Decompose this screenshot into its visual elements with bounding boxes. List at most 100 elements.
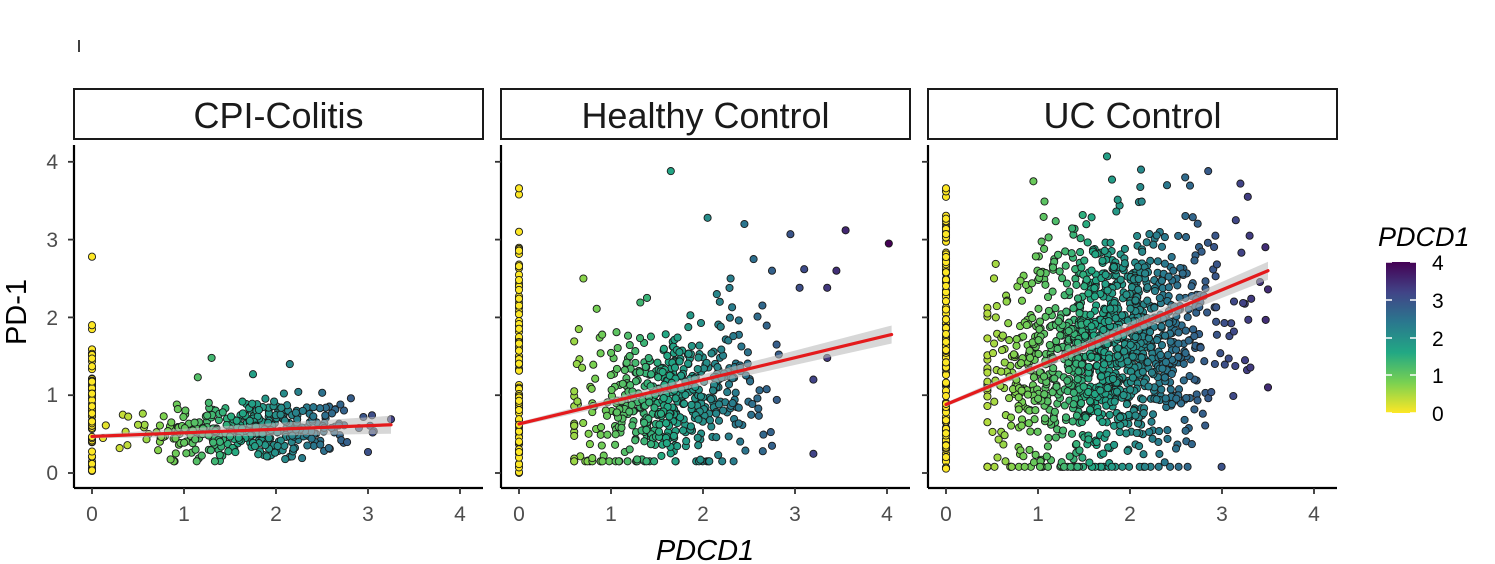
data-point [1016,276,1025,285]
data-point [1227,319,1236,328]
data-point [941,441,951,450]
data-point [679,426,688,435]
data-point [680,399,689,408]
data-point [998,331,1007,340]
data-point [795,283,804,292]
data-point [662,439,671,448]
data-point [1164,283,1173,292]
data-point [729,457,738,466]
data-point [687,400,696,409]
data-point [1181,348,1190,358]
data-point [1067,429,1077,438]
data-point [1155,449,1164,458]
data-point [1178,269,1187,278]
data-point [514,294,524,303]
data-point [941,214,951,223]
data-point [1166,462,1175,471]
data-point [1167,369,1176,379]
data-point [1118,462,1127,471]
data-point [1152,231,1161,240]
data-point [1157,242,1167,251]
data-point [625,352,634,361]
data-point [1190,332,1199,341]
data-point [570,457,579,466]
data-point [625,445,634,454]
data-point [1086,397,1095,406]
data-point [285,360,294,369]
data-point [87,466,97,475]
fit-healthy-control [517,325,894,426]
data-point [1138,367,1147,376]
data-point [1029,177,1038,186]
data-point [1146,342,1155,352]
y-tick-label-4: 4 [46,151,58,174]
data-point [87,402,97,411]
facet-label-uc-control: UC Control [1043,95,1221,136]
data-point [180,438,189,447]
data-point [191,445,200,454]
data-point [714,450,723,460]
data-point [1111,314,1120,323]
data-point [1100,360,1109,369]
data-point [990,339,999,348]
data-point [1103,383,1112,393]
data-point [1146,327,1155,336]
data-point [1080,331,1090,340]
data-point [1126,385,1135,394]
data-point [339,406,349,415]
data-point [990,462,999,471]
legend-title: PDCD1 [1378,222,1470,252]
data-point [1069,304,1078,313]
data-point [1087,266,1096,275]
data-point [607,348,616,357]
data-point [617,423,626,432]
data-point [1085,458,1094,467]
data-point [1137,197,1146,206]
data-point [1053,344,1062,353]
data-point [87,321,97,330]
data-point [663,351,672,360]
data-point [514,285,524,294]
data-point [138,409,147,418]
data-point [696,392,705,401]
data-point [250,442,259,451]
data-point [1135,442,1144,451]
data-point [655,420,664,429]
data-point [1183,462,1192,471]
y-tick-label-2: 2 [46,307,58,330]
data-point [1212,260,1221,269]
data-point [1136,182,1145,192]
data-point [1045,340,1054,350]
data-point [1060,462,1069,471]
data-point [224,447,233,456]
data-point [133,420,143,429]
data-point [1201,421,1210,430]
data-point [654,373,663,382]
data-point [209,438,218,447]
data-point [1028,314,1037,323]
data-point [753,312,762,321]
data-point [1075,446,1084,455]
data-point [1033,427,1042,436]
data-point [514,275,524,285]
data-point [1026,427,1035,436]
data-point [983,418,992,427]
data-point [1076,234,1085,243]
data-point [1062,307,1071,316]
data-point [762,385,771,394]
data-point [1181,326,1190,335]
data-point [598,330,607,339]
data-point [1201,277,1210,286]
data-point [1144,334,1153,343]
data-point [1181,173,1190,182]
data-point [1245,231,1254,240]
data-point [1025,353,1035,362]
data-point [800,265,809,274]
data-point [1105,410,1114,419]
data-point [1043,442,1052,451]
data-point [696,318,706,328]
data-point [514,262,524,271]
x-tick-label-0: 0 [513,503,525,526]
data-point [1080,256,1089,265]
data-point [584,429,593,438]
